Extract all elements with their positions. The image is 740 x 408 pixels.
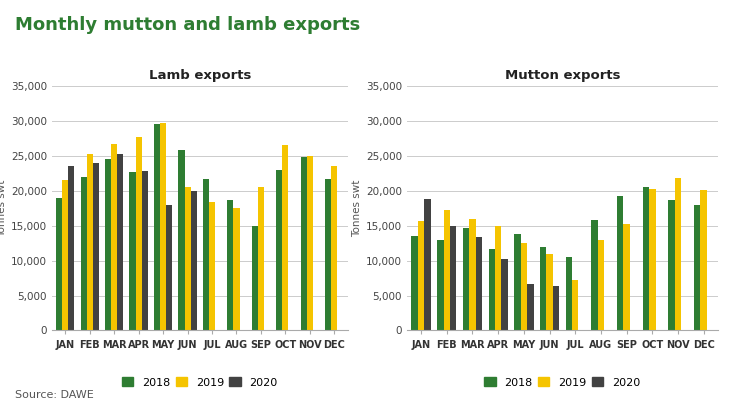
Bar xyxy=(649,189,656,330)
Bar xyxy=(56,197,62,330)
Bar xyxy=(283,145,289,330)
Bar xyxy=(565,257,572,330)
Bar xyxy=(675,178,682,330)
Bar xyxy=(502,259,508,330)
Bar xyxy=(642,187,649,330)
Bar xyxy=(227,200,233,330)
Bar xyxy=(160,123,166,330)
Bar xyxy=(476,237,482,330)
Bar xyxy=(178,150,184,330)
Legend: 2018, 2019, 2020: 2018, 2019, 2020 xyxy=(118,373,282,392)
Bar xyxy=(252,226,258,330)
Bar xyxy=(462,228,469,330)
Bar xyxy=(623,224,630,330)
Bar xyxy=(111,144,117,330)
Title: Lamb exports: Lamb exports xyxy=(149,69,251,82)
Bar xyxy=(572,280,579,330)
Text: Source: DAWE: Source: DAWE xyxy=(15,390,93,400)
Bar xyxy=(598,239,604,330)
Bar xyxy=(443,210,450,330)
Bar xyxy=(437,239,443,330)
Bar xyxy=(62,180,68,330)
Bar xyxy=(495,226,502,330)
Bar xyxy=(307,156,313,330)
Bar xyxy=(141,171,148,330)
Bar xyxy=(332,166,337,330)
Bar xyxy=(276,170,283,330)
Bar xyxy=(81,177,87,330)
Bar xyxy=(591,220,598,330)
Bar xyxy=(325,179,332,330)
Bar xyxy=(488,248,495,330)
Y-axis label: Tonnes swt: Tonnes swt xyxy=(0,180,7,237)
Bar xyxy=(424,199,431,330)
Legend: 2018, 2019, 2020: 2018, 2019, 2020 xyxy=(480,373,645,392)
Bar xyxy=(166,205,172,330)
Bar xyxy=(553,286,559,330)
Bar xyxy=(701,190,707,330)
Bar xyxy=(87,154,92,330)
Title: Mutton exports: Mutton exports xyxy=(505,69,620,82)
Bar xyxy=(694,204,701,330)
Bar xyxy=(617,196,623,330)
Bar xyxy=(191,191,197,330)
Text: Monthly mutton and lamb exports: Monthly mutton and lamb exports xyxy=(15,16,360,34)
Bar xyxy=(450,226,457,330)
Bar xyxy=(105,159,111,330)
Bar xyxy=(233,208,240,330)
Bar xyxy=(68,166,75,330)
Bar xyxy=(154,124,160,330)
Bar xyxy=(668,200,675,330)
Bar xyxy=(411,236,418,330)
Bar xyxy=(540,246,546,330)
Bar xyxy=(300,157,307,330)
Bar xyxy=(184,187,191,330)
Bar xyxy=(135,137,141,330)
Bar xyxy=(92,163,99,330)
Bar xyxy=(418,222,424,330)
Bar xyxy=(527,284,534,330)
Bar xyxy=(203,179,209,330)
Bar xyxy=(514,234,521,330)
Bar xyxy=(521,243,527,330)
Bar xyxy=(209,202,215,330)
Bar xyxy=(546,253,553,330)
Bar xyxy=(130,172,135,330)
Bar xyxy=(469,219,476,330)
Y-axis label: Tonnes swt: Tonnes swt xyxy=(352,180,362,237)
Bar xyxy=(258,187,264,330)
Bar xyxy=(117,154,124,330)
